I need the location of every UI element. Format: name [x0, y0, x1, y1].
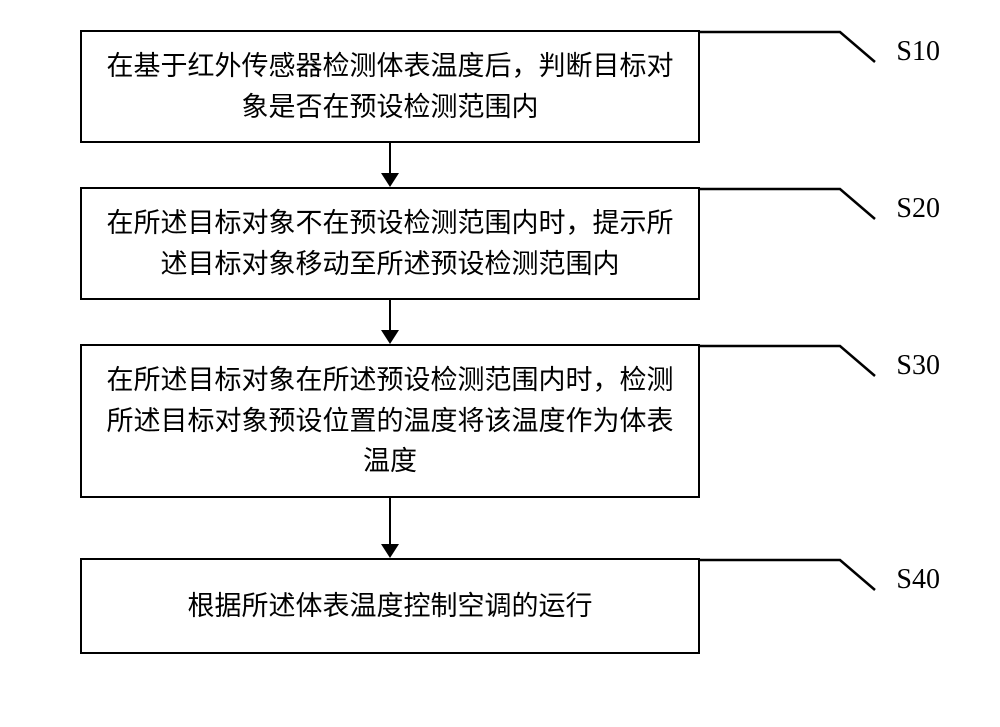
step-label-s10: S10 — [896, 36, 940, 68]
step-text: 在所述目标对象不在预设检测范围内时，提示所述目标对象移动至所述预设检测范围内 — [107, 208, 674, 279]
arrow-s20-s30 — [80, 300, 700, 344]
arrow-s30-s40 — [80, 498, 700, 558]
step-text: 在基于红外传感器检测体表温度后，判断目标对象是否在预设检测范围内 — [107, 51, 674, 122]
flowchart-container: 在基于红外传感器检测体表温度后，判断目标对象是否在预设检测范围内 S10 在所述… — [80, 30, 920, 654]
callout-line-s20 — [700, 183, 920, 233]
step-row-s10: 在基于红外传感器检测体表温度后，判断目标对象是否在预设检测范围内 S10 — [80, 30, 920, 143]
step-label-s40: S40 — [896, 564, 940, 596]
step-row-s40: 根据所述体表温度控制空调的运行 S40 — [80, 558, 920, 655]
arrow-s10-s20 — [80, 143, 700, 187]
step-box-s10: 在基于红外传感器检测体表温度后，判断目标对象是否在预设检测范围内 — [80, 30, 700, 143]
step-text: 根据所述体表温度控制空调的运行 — [188, 591, 593, 621]
step-row-s20: 在所述目标对象不在预设检测范围内时，提示所述目标对象移动至所述预设检测范围内 S… — [80, 187, 920, 300]
step-box-s30: 在所述目标对象在所述预设检测范围内时，检测所述目标对象预设位置的温度将该温度作为… — [80, 344, 700, 498]
step-row-s30: 在所述目标对象在所述预设检测范围内时，检测所述目标对象预设位置的温度将该温度作为… — [80, 344, 920, 498]
step-label-s30: S30 — [896, 350, 940, 382]
callout-line-s10 — [700, 26, 920, 76]
step-text: 在所述目标对象在所述预设检测范围内时，检测所述目标对象预设位置的温度将该温度作为… — [107, 365, 674, 476]
callout-line-s40 — [700, 554, 920, 604]
step-label-s20: S20 — [896, 193, 940, 225]
callout-line-s30 — [700, 340, 920, 390]
step-box-s20: 在所述目标对象不在预设检测范围内时，提示所述目标对象移动至所述预设检测范围内 — [80, 187, 700, 300]
step-box-s40: 根据所述体表温度控制空调的运行 — [80, 558, 700, 655]
